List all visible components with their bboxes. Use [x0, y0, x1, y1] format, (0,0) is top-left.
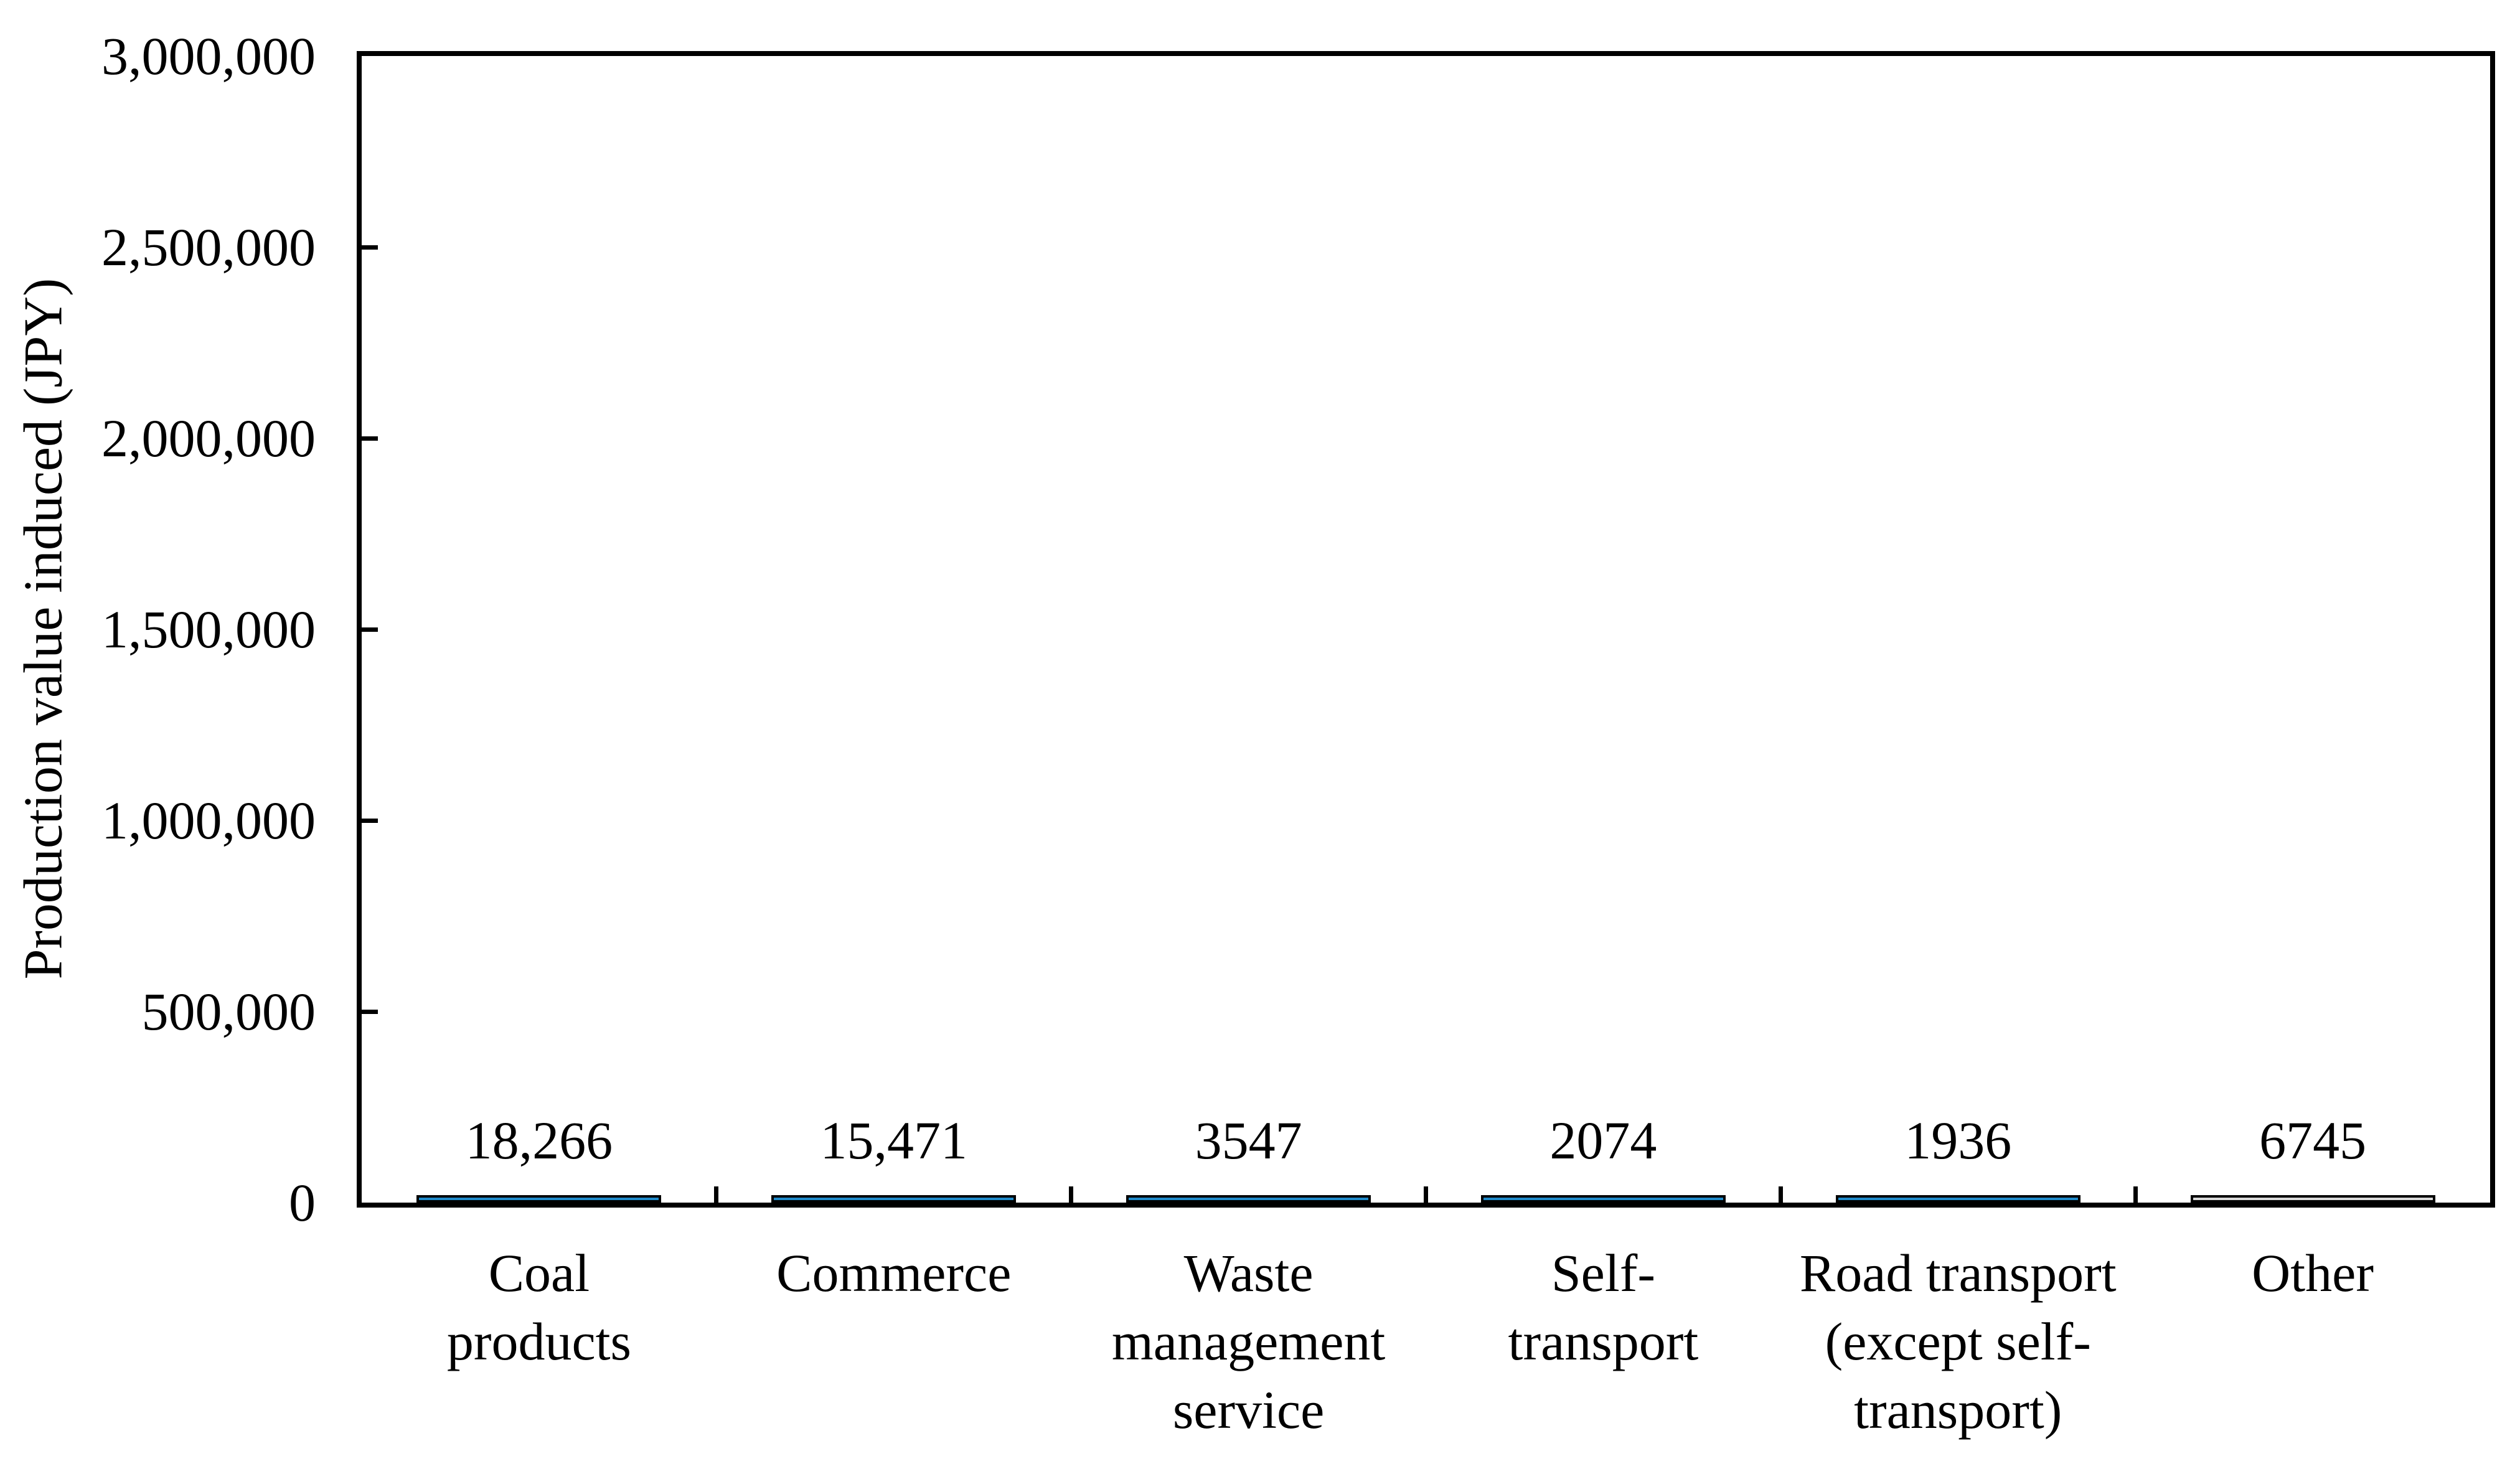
bar-5 [1835, 1195, 2080, 1203]
category-label: Self- transport [1508, 1243, 1699, 1371]
y-tick-label: 2,500,000 [101, 217, 316, 277]
x-tick-mark [2133, 1186, 2138, 1203]
category-label: Other [2252, 1243, 2374, 1303]
bar-value-label: 1936 [1904, 1110, 2012, 1170]
category-label: Coal products [446, 1243, 631, 1371]
bar-2 [771, 1195, 1017, 1203]
y-tick-label: 0 [289, 1173, 316, 1232]
y-tick-mark [362, 436, 378, 441]
category-label: Commerce [776, 1243, 1012, 1303]
category-label: Waste management service [1111, 1243, 1386, 1440]
y-tick-label: 1,000,000 [101, 791, 316, 850]
bar-4 [1480, 1195, 1726, 1203]
y-tick-label: 2,000,000 [101, 408, 316, 468]
plot-area [357, 51, 2495, 1208]
y-tick-label: 3,000,000 [101, 26, 316, 86]
bar-value-label: 2074 [1549, 1110, 1657, 1170]
bar-6 [2190, 1195, 2435, 1203]
bar-value-label: 3547 [1195, 1110, 1302, 1170]
y-tick-mark [362, 1009, 378, 1014]
y-tick-mark [362, 627, 378, 632]
bar-3 [1126, 1195, 1371, 1203]
y-tick-label: 1,500,000 [101, 599, 316, 659]
x-tick-mark [1424, 1186, 1428, 1203]
x-tick-mark [1778, 1186, 1783, 1203]
y-tick-mark [362, 818, 378, 823]
y-tick-mark [362, 245, 378, 250]
bar-value-label: 18,266 [465, 1110, 613, 1170]
x-tick-mark [1069, 1186, 1074, 1203]
bar-1 [416, 1195, 662, 1203]
bar-value-label: 6745 [2259, 1110, 2367, 1170]
y-tick-label: 500,000 [141, 982, 316, 1041]
category-label: Road transport (except self- transport) [1799, 1243, 2117, 1440]
x-tick-mark [714, 1186, 719, 1203]
bar-value-label: 15,471 [820, 1110, 968, 1170]
